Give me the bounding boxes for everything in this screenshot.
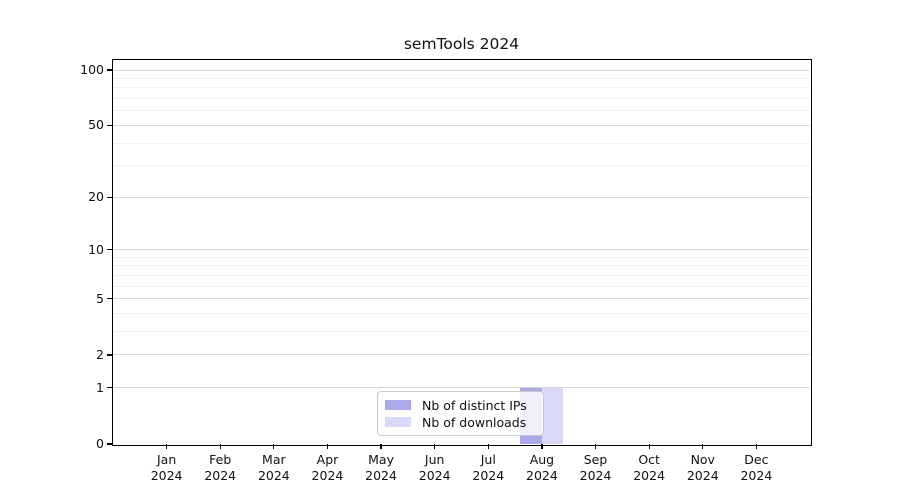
x-tick-month: Apr (316, 452, 339, 467)
x-tick-label: Jan 2024 (135, 452, 199, 483)
chart-title: semTools 2024 (403, 35, 520, 53)
x-axis-tick (755, 444, 758, 449)
x-tick-label: Jun 2024 (403, 452, 467, 483)
x-tick-label: Feb 2024 (188, 452, 252, 483)
legend: Nb of distinct IPs Nb of downloads (377, 391, 544, 436)
x-axis-tick (648, 444, 650, 449)
y-tick-label: 10 (88, 241, 104, 257)
x-axis-tick (326, 444, 329, 449)
x-tick-month: Sep (583, 452, 608, 467)
x-axis-tick (487, 444, 489, 449)
x-tick-month: Oct (638, 452, 660, 467)
x-tick-year: 2024 (150, 467, 183, 483)
y-axis-tick (106, 387, 112, 389)
x-tick-label: Apr 2024 (295, 452, 359, 483)
y-gridline-minor (113, 142, 810, 144)
x-tick-month: Jun (424, 452, 445, 467)
x-axis-tick (380, 444, 382, 449)
y-gridline-major (113, 124, 810, 126)
x-axis-tick (273, 444, 275, 449)
x-tick-label: May 2024 (349, 452, 413, 483)
x-tick-label: Nov 2024 (671, 452, 735, 483)
x-axis-tick (594, 444, 597, 449)
x-tick-label: Oct 2024 (617, 452, 681, 483)
x-tick-year: 2024 (686, 467, 719, 483)
y-tick-label: 50 (88, 117, 104, 133)
y-axis-tick (106, 196, 112, 198)
y-axis-tick (106, 298, 112, 300)
legend-item-downloads: Nb of downloads (385, 414, 543, 430)
y-gridline-major (113, 69, 810, 71)
x-tick-label: Sep 2024 (564, 452, 628, 483)
x-tick-year: 2024 (311, 467, 344, 483)
y-tick-label: 20 (88, 189, 104, 205)
x-tick-month: Jul (480, 452, 496, 467)
x-tick-label: Dec 2024 (724, 452, 788, 483)
x-tick-month: Mar (262, 452, 286, 467)
bar-nb-of-downloads (541, 387, 564, 444)
legend-swatch-downloads (385, 417, 411, 427)
x-tick-year: 2024 (365, 467, 397, 483)
y-gridline-major (113, 354, 810, 356)
x-tick-label: Mar 2024 (242, 452, 306, 483)
x-tick-month: Jan (156, 452, 177, 467)
x-tick-year: 2024 (740, 467, 773, 483)
x-axis-tick (541, 444, 543, 449)
legend-swatch-distinct-ips (385, 400, 411, 410)
x-tick-month: Aug (529, 452, 555, 467)
x-tick-label: Jul 2024 (456, 452, 520, 483)
x-axis-tick (219, 444, 221, 449)
y-gridline-minor (113, 87, 810, 89)
x-axis-tick (434, 444, 436, 449)
y-gridline-minor (113, 313, 810, 315)
y-gridline-minor (113, 165, 810, 167)
y-tick-label: 5 (96, 290, 104, 306)
y-gridline-minor (113, 256, 810, 258)
x-tick-month: Feb (209, 452, 232, 467)
legend-label-downloads: Nb of downloads (422, 414, 527, 430)
y-gridline-minor (113, 77, 810, 79)
x-tick-year: 2024 (633, 467, 666, 483)
y-gridline-major (113, 387, 810, 389)
legend-item-distinct-ips: Nb of distinct IPs (385, 397, 543, 413)
y-axis-tick (106, 354, 112, 356)
x-tick-label: Aug 2024 (510, 452, 574, 483)
x-axis-tick (165, 444, 168, 449)
y-gridline-major (113, 298, 810, 300)
legend-label-distinct-ips: Nb of distinct IPs (422, 397, 527, 413)
y-axis-tick (106, 249, 112, 251)
x-tick-month: May (368, 452, 394, 467)
y-gridline-minor (113, 274, 810, 276)
y-gridline-minor (113, 331, 810, 333)
y-tick-label: 2 (96, 346, 104, 362)
y-tick-label: 0 (96, 436, 104, 451)
x-tick-year: 2024 (526, 467, 558, 483)
x-tick-year: 2024 (579, 467, 612, 483)
x-axis-tick (702, 444, 704, 449)
y-gridline-minor (113, 110, 810, 112)
y-gridline-minor (113, 265, 810, 267)
x-tick-year: 2024 (472, 467, 505, 483)
x-tick-year: 2024 (418, 467, 451, 483)
x-tick-month: Nov (690, 452, 715, 467)
y-gridline-major (113, 196, 810, 198)
x-tick-year: 2024 (204, 467, 237, 483)
y-gridline-minor (113, 98, 810, 100)
y-axis-tick (106, 124, 112, 127)
x-tick-month: Dec (744, 452, 769, 467)
x-tick-year: 2024 (257, 467, 290, 483)
y-gridline-minor (113, 285, 810, 287)
y-axis-tick (106, 443, 112, 445)
y-tick-label: 1 (96, 379, 104, 395)
y-tick-label: 100 (80, 62, 104, 77)
y-gridline-major (113, 249, 810, 251)
y-axis-tick (106, 69, 112, 71)
